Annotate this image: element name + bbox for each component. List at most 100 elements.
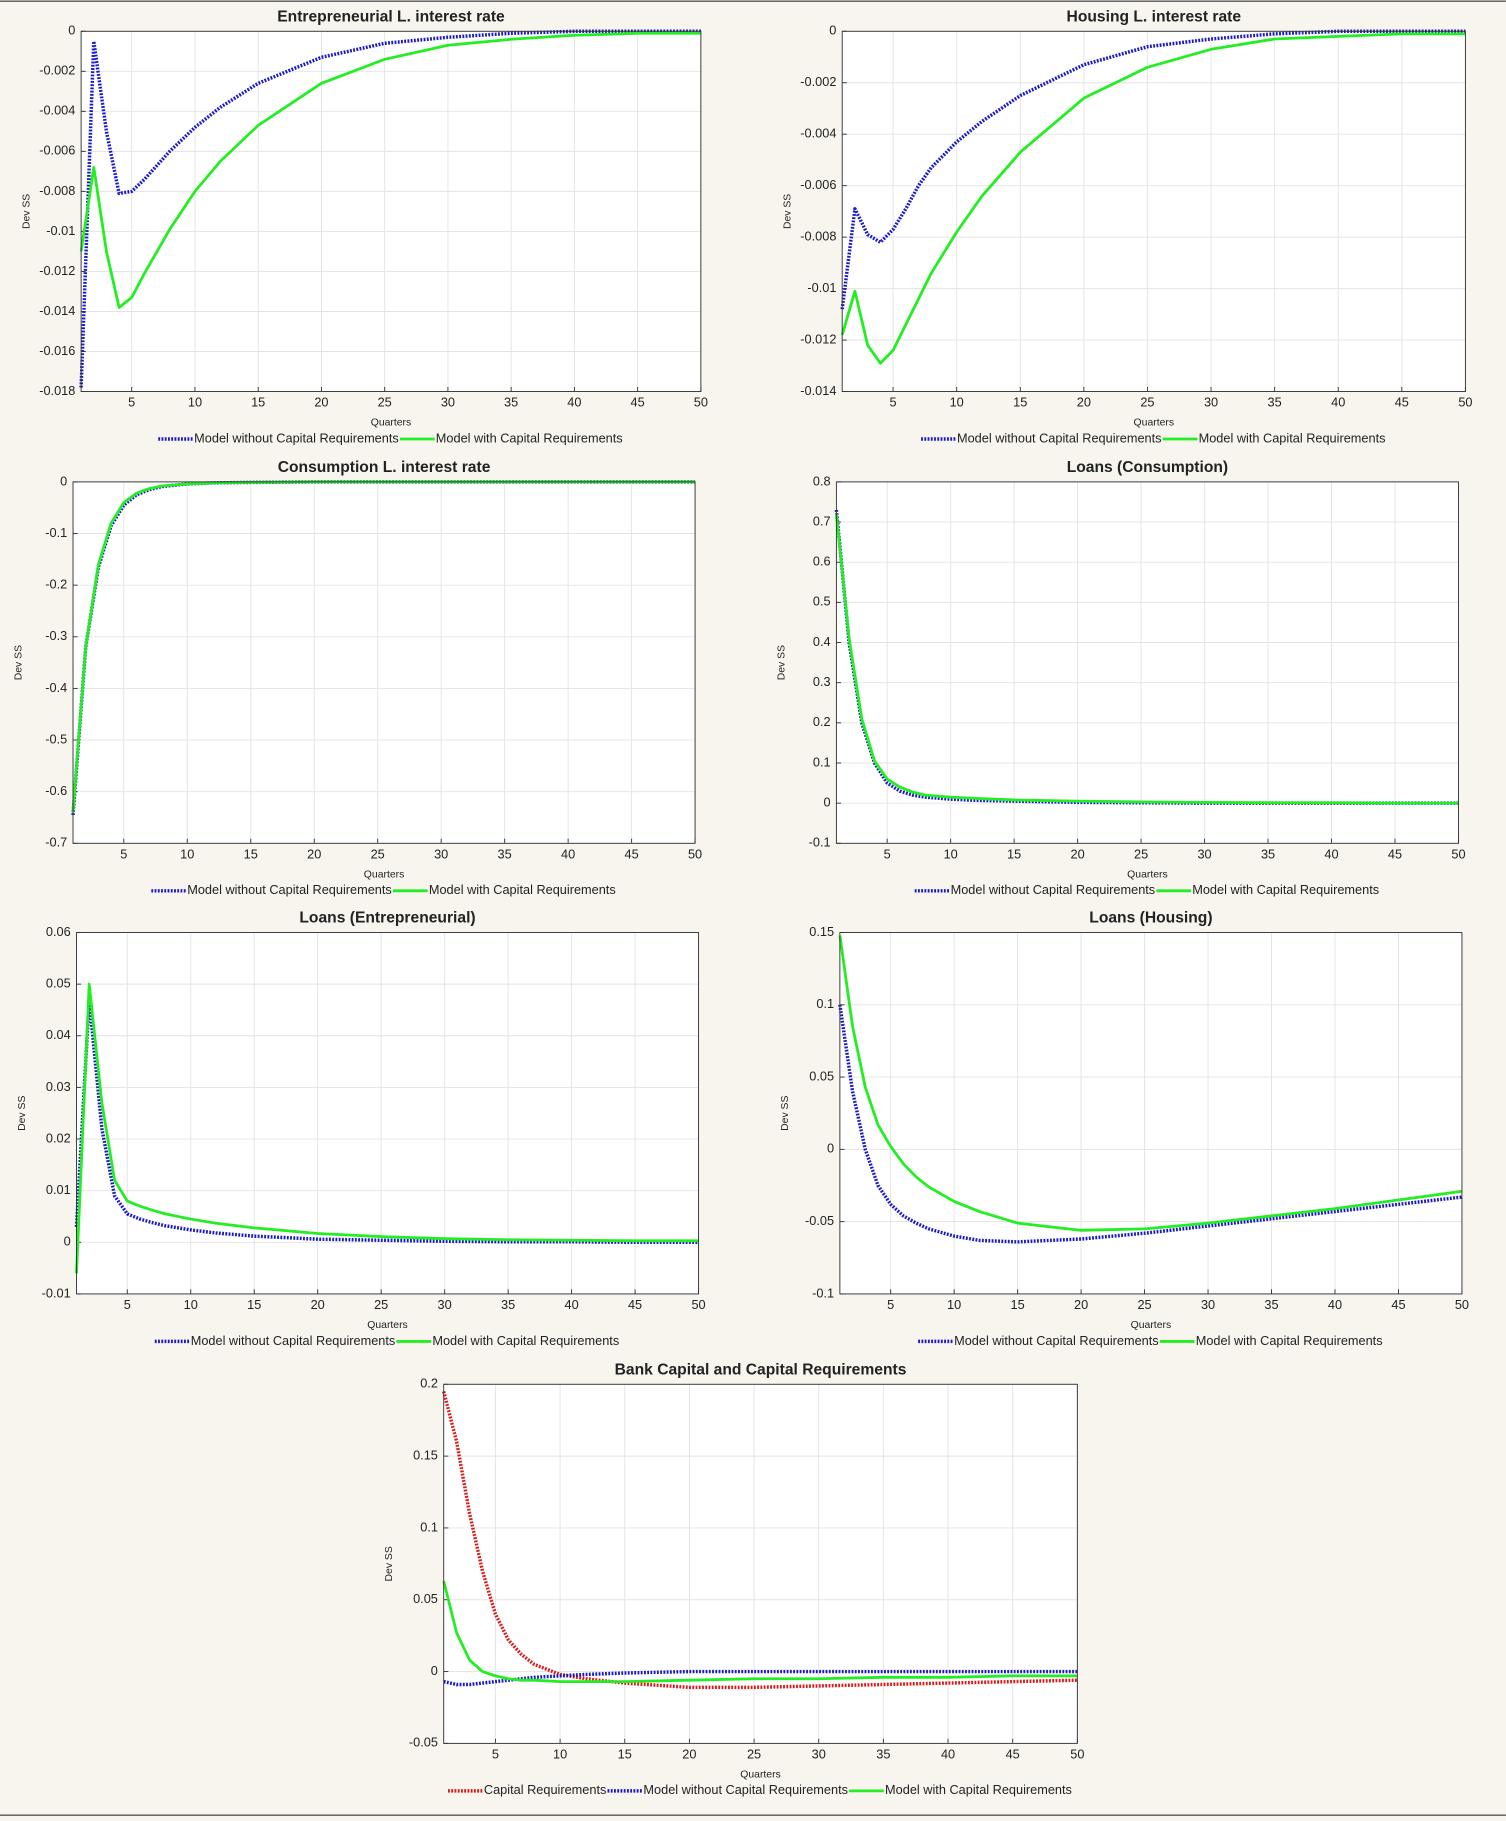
plot-area (81, 31, 701, 392)
chart-title: Loans (Consumption) (1067, 459, 1228, 476)
x-tick-label: 15 (618, 1746, 632, 1761)
x-tick-label: 45 (1388, 846, 1402, 861)
y-axis-label: Dev SS (384, 1546, 395, 1581)
x-axis-label: Quarters (364, 869, 404, 880)
x-tick-label: 35 (1268, 394, 1282, 409)
y-tick-label: 0.7 (813, 513, 831, 528)
x-tick-label: 45 (625, 846, 639, 861)
x-tick-label: 35 (504, 394, 518, 409)
y-axis-label: Dev SS (21, 194, 32, 229)
x-tick-label: 35 (1261, 846, 1275, 861)
chart-title: Bank Capital and Capital Requirements (615, 1362, 907, 1379)
series-line (74, 997, 699, 1245)
series-line (79, 29, 701, 388)
x-tick-label: 20 (682, 1746, 696, 1761)
legend-label: Model without Capital Requirements (954, 1333, 1159, 1348)
y-tick-label: 0.5 (813, 594, 831, 609)
x-tick-label: 30 (438, 1297, 452, 1312)
x-tick-label: 5 (124, 1297, 131, 1312)
series-line (838, 935, 1463, 1232)
x-tick-label: 25 (1134, 846, 1148, 861)
y-tick-label: -0.01 (46, 223, 75, 238)
legend-label: Model without Capital Requirements (194, 430, 399, 445)
y-tick-label: 0.8 (813, 473, 831, 488)
series-line (840, 32, 1466, 365)
y-tick-label: -0.05 (409, 1735, 438, 1750)
x-tick-label: 25 (1137, 1297, 1151, 1312)
x-tick-label: 30 (441, 394, 455, 409)
x-tick-label: 20 (311, 1297, 325, 1312)
x-tick-label: 45 (1006, 1746, 1020, 1761)
y-tick-label: -0.006 (800, 177, 836, 192)
x-tick-label: 10 (553, 1746, 567, 1761)
y-tick-label: -0.2 (45, 577, 67, 592)
legend: Capital Requirements Model without Capita… (447, 1782, 1072, 1797)
legend-label: Model with Capital Requirements (1199, 430, 1386, 445)
x-tick-label: 35 (1264, 1297, 1278, 1312)
chart-title: Loans (Housing) (1089, 910, 1212, 927)
y-tick-label: -0.4 (45, 680, 67, 695)
x-axis-label: Quarters (371, 418, 411, 429)
y-tick-label: -0.004 (39, 103, 75, 118)
legend-label: Model with Capital Requirements (436, 430, 623, 445)
chart: 5 10 15 20 25 30 35 40 45 50 -0.1 -0.05 0 0.05 0.1 0.15… (780, 910, 1469, 1348)
y-tick-label: -0.002 (39, 63, 75, 78)
y-tick-label: -0.002 (800, 74, 836, 89)
plot-area (443, 1384, 1078, 1744)
x-tick-label: 40 (561, 846, 575, 861)
series-line (442, 1580, 1078, 1684)
legend: Model without Capital Requirements Model … (914, 882, 1379, 897)
y-tick-label: 0 (824, 795, 831, 810)
y-tick-label: 0.05 (413, 1591, 438, 1606)
plot-area (839, 932, 1462, 1294)
x-axis-label: Quarters (1134, 418, 1174, 429)
x-tick-label: 40 (1331, 394, 1345, 409)
y-tick-label: -0.01 (807, 280, 836, 295)
y-tick-label: -0.012 (39, 263, 75, 278)
x-tick-label: 5 (884, 846, 891, 861)
y-tick-label: -0.014 (39, 303, 75, 318)
legend-label: Model with Capital Requirements (885, 1782, 1072, 1797)
y-tick-label: -0.1 (45, 525, 67, 540)
legend: Model without Capital Requirements Model … (918, 1333, 1383, 1348)
x-tick-label: 40 (941, 1746, 955, 1761)
series-line (443, 1669, 1078, 1687)
x-tick-label: 20 (1077, 394, 1091, 409)
y-tick-label: -0.7 (45, 835, 67, 850)
plot-area (842, 31, 1466, 392)
series-line (838, 1004, 1463, 1244)
chart: 5 10 15 20 25 30 35 40 45 50 -0.01 0 0.01 0.02 0.03 0.0… (17, 910, 706, 1348)
y-tick-label: -0.008 (800, 228, 836, 243)
y-tick-label: -0.008 (39, 183, 75, 198)
y-tick-label: 0.05 (46, 976, 71, 991)
x-tick-label: 35 (501, 1297, 515, 1312)
y-tick-label: -0.006 (39, 143, 75, 158)
chart-title: Housing L. interest rate (1067, 9, 1242, 26)
y-tick-label: -0.014 (800, 383, 836, 398)
y-tick-label: 0.1 (420, 1519, 438, 1534)
y-tick-label: -0.3 (45, 628, 67, 643)
x-tick-label: 45 (1395, 394, 1409, 409)
x-tick-label: 25 (378, 394, 392, 409)
legend-label: Model with Capital Requirements (1192, 882, 1379, 897)
y-tick-label: 0.05 (809, 1068, 834, 1083)
x-tick-label: 35 (498, 846, 512, 861)
series-line (75, 982, 699, 1274)
chart-title: Loans (Entrepreneurial) (299, 910, 475, 927)
y-tick-label: 0.2 (420, 1376, 438, 1391)
legend-label: Model without Capital Requirements (191, 1333, 396, 1348)
x-tick-label: 30 (1201, 1297, 1215, 1312)
legend: Model without Capital Requirements Model … (158, 430, 623, 445)
y-tick-label: 0 (829, 23, 836, 38)
x-tick-label: 5 (128, 394, 135, 409)
chart: 5 10 15 20 25 30 35 40 45 50 -0.1 0 0.1 0.2 0.3 0.4 0.5 0… (777, 459, 1466, 897)
y-tick-label: -0.05 (805, 1213, 834, 1228)
x-tick-label: 20 (1071, 846, 1085, 861)
legend-label: Model without Capital Requirements (643, 1782, 848, 1797)
y-tick-label: -0.1 (809, 835, 831, 850)
y-tick-label: -0.1 (812, 1285, 834, 1300)
legend-label: Model without Capital Requirements (957, 430, 1162, 445)
x-tick-label: 50 (1455, 1297, 1469, 1312)
